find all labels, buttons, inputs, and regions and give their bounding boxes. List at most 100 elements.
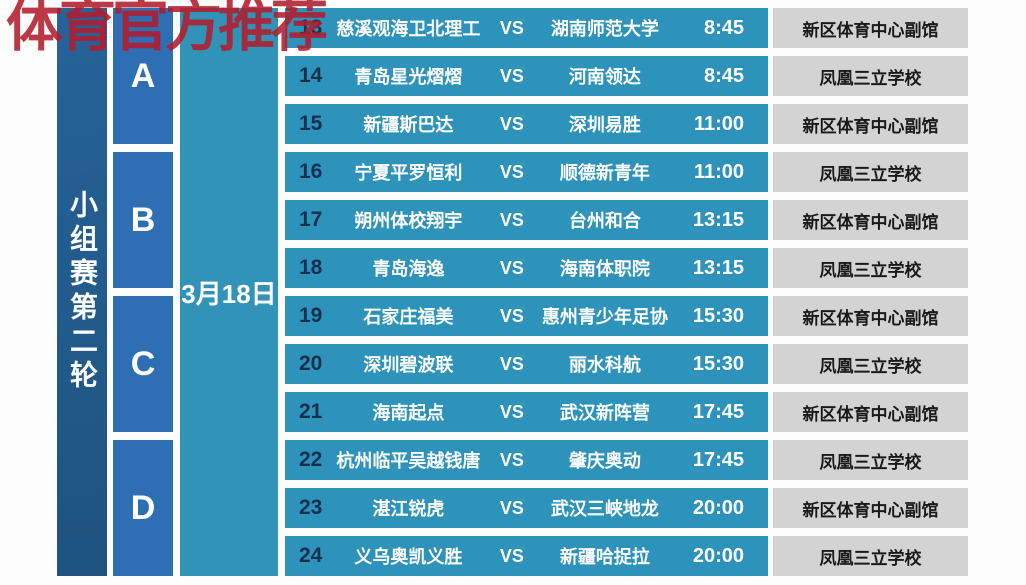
vs-label: VS	[499, 449, 524, 470]
home-team: 朔州体校翔宇	[354, 211, 463, 231]
match-number: 15	[299, 112, 323, 135]
home-team: 青岛星光熠熠	[354, 67, 463, 87]
match-number: 20	[299, 352, 323, 375]
match-row-22: 22 杭州临平吴越钱唐 VS 肇庆奥动 17:45	[285, 440, 768, 480]
vs-label: VS	[499, 401, 524, 422]
home-team: 海南起点	[372, 403, 445, 423]
vs-label: VS	[499, 209, 524, 230]
vs-label: VS	[499, 161, 524, 182]
match-row-19: 19 石家庄福美 VS 惠州青少年足协 15:30	[285, 296, 768, 336]
match-time: 8:45	[703, 64, 744, 87]
match-number: 21	[299, 400, 323, 423]
vs-label: VS	[499, 353, 524, 374]
home-team: 义乌奥凯义胜	[354, 547, 463, 567]
match-time: 20:00	[692, 544, 744, 567]
group-b-label: B	[130, 200, 156, 239]
group-a-cell: A	[113, 8, 173, 144]
home-team: 湛江锐虎	[372, 499, 445, 519]
match-number: 19	[299, 304, 323, 327]
venue-cell: 凤凰三立学校	[773, 440, 968, 480]
venue-cell: 新区体育中心副馆	[773, 296, 968, 336]
home-team: 杭州临平吴越钱唐	[336, 451, 481, 471]
match-time: 17:45	[692, 400, 744, 423]
venue-cell: 凤凰三立学校	[773, 248, 968, 288]
venue-cell: 新区体育中心副馆	[773, 488, 968, 528]
match-time: 13:15	[692, 208, 744, 231]
group-c-cell: C	[113, 296, 173, 432]
away-team: 武汉三峡地龙	[550, 499, 659, 519]
home-team: 慈溪观海卫北理工	[336, 19, 481, 39]
away-team: 湖南师范大学	[550, 19, 659, 39]
match-number: 16	[299, 160, 323, 183]
match-number: 22	[299, 448, 323, 471]
away-team: 新疆哈捉拉	[559, 547, 650, 567]
date-column: 3月18日	[180, 8, 278, 576]
match-number: 14	[299, 64, 323, 87]
away-team: 惠州青少年足协	[541, 307, 668, 327]
vs-label: VS	[499, 545, 524, 566]
home-team: 新疆斯巴达	[363, 115, 454, 135]
match-time: 11:00	[693, 112, 744, 135]
match-number: 13	[299, 16, 323, 39]
venue-cell: 凤凰三立学校	[773, 152, 968, 192]
venue-cell: 凤凰三立学校	[773, 344, 968, 384]
home-team: 宁夏平罗恒利	[354, 163, 463, 183]
match-number: 18	[299, 256, 323, 279]
match-time: 11:00	[693, 160, 744, 183]
match-number: 17	[299, 208, 323, 231]
venue-cell: 新区体育中心副馆	[773, 392, 968, 432]
match-time: 15:30	[692, 352, 744, 375]
group-d-label: D	[130, 488, 156, 527]
group-column: A B C D	[113, 8, 173, 576]
match-row-23: 23 湛江锐虎 VS 武汉三峡地龙 20:00	[285, 488, 768, 528]
group-a-label: A	[130, 56, 156, 95]
match-row-21: 21 海南起点 VS 武汉新阵营 17:45	[285, 392, 768, 432]
venues-column: 新区体育中心副馆 凤凰三立学校 新区体育中心副馆 凤凰三立学校 新区体育中心副馆…	[773, 8, 968, 576]
match-row-17: 17 朔州体校翔宇 VS 台州和合 13:15	[285, 200, 768, 240]
away-team: 武汉新阵营	[559, 403, 650, 423]
round-title: 小组赛第二轮	[67, 190, 98, 394]
venue-cell: 新区体育中心副馆	[773, 8, 968, 48]
match-row-15: 15 新疆斯巴达 VS 深圳易胜 11:00	[285, 104, 768, 144]
away-team: 台州和合	[568, 211, 641, 231]
vs-label: VS	[499, 113, 524, 134]
match-time: 8:45	[703, 16, 744, 39]
group-b-cell: B	[113, 152, 173, 288]
match-row-24: 24 义乌奥凯义胜 VS 新疆哈捉拉 20:00	[285, 536, 768, 576]
round-banner: 小组赛第二轮	[57, 8, 107, 576]
away-team: 肇庆奥动	[568, 451, 641, 471]
home-team: 深圳碧波联	[363, 355, 454, 375]
matches-table: 13 慈溪观海卫北理工 VS 湖南师范大学 8:45 14 青岛星光熠熠 VS …	[285, 8, 768, 576]
match-row-18: 18 青岛海逸 VS 海南体职院 13:15	[285, 248, 768, 288]
match-number: 24	[299, 544, 323, 567]
vs-label: VS	[499, 65, 524, 86]
away-team: 深圳易胜	[568, 115, 641, 135]
venue-cell: 新区体育中心副馆	[773, 200, 968, 240]
match-row-20: 20 深圳碧波联 VS 丽水科航 15:30	[285, 344, 768, 384]
match-time: 20:00	[692, 496, 744, 519]
away-team: 顺德新青年	[559, 163, 650, 183]
match-number: 23	[299, 496, 323, 519]
vs-label: VS	[499, 497, 524, 518]
match-row-13: 13 慈溪观海卫北理工 VS 湖南师范大学 8:45	[285, 8, 768, 48]
home-team: 青岛海逸	[372, 259, 445, 279]
venue-cell: 凤凰三立学校	[773, 56, 968, 96]
match-row-16: 16 宁夏平罗恒利 VS 顺德新青年 11:00	[285, 152, 768, 192]
vs-label: VS	[499, 305, 524, 326]
home-team: 石家庄福美	[363, 307, 454, 327]
away-team: 海南体职院	[559, 259, 650, 279]
vs-label: VS	[499, 17, 524, 38]
vs-label: VS	[499, 257, 524, 278]
away-team: 丽水科航	[568, 355, 641, 375]
venue-cell: 新区体育中心副馆	[773, 104, 968, 144]
group-d-cell: D	[113, 440, 173, 576]
match-time: 13:15	[692, 256, 744, 279]
match-time: 17:45	[692, 448, 744, 471]
group-c-label: C	[130, 344, 156, 383]
match-date: 3月18日	[181, 278, 277, 309]
venue-cell: 凤凰三立学校	[773, 536, 968, 576]
match-row-14: 14 青岛星光熠熠 VS 河南领达 8:45	[285, 56, 768, 96]
away-team: 河南领达	[568, 67, 641, 87]
match-time: 15:30	[692, 304, 744, 327]
